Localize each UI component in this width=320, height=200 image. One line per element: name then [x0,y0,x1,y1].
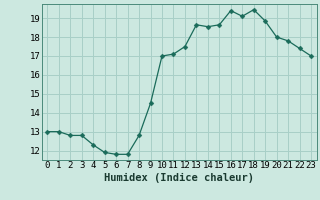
X-axis label: Humidex (Indice chaleur): Humidex (Indice chaleur) [104,173,254,183]
